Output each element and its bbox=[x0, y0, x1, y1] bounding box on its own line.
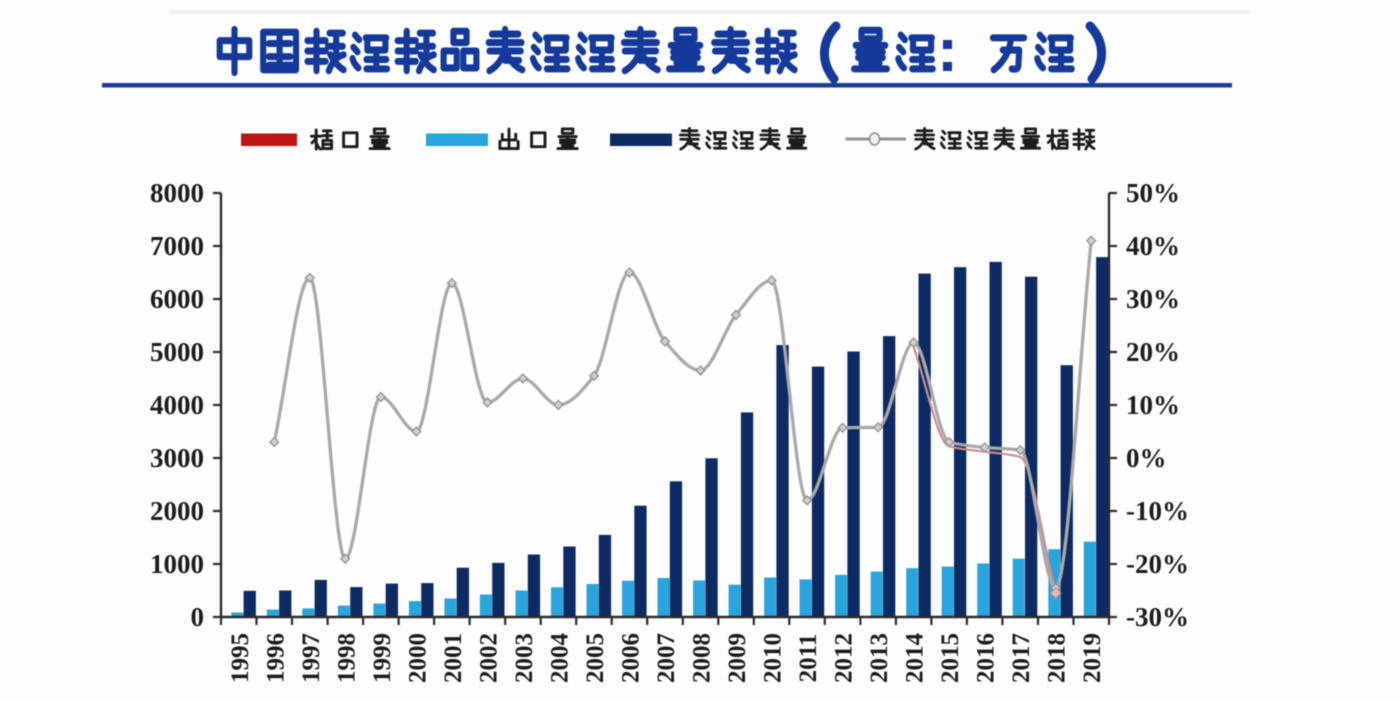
svg-text:1997: 1997 bbox=[298, 633, 325, 683]
svg-text:2011: 2011 bbox=[795, 634, 822, 683]
svg-text:2002: 2002 bbox=[475, 633, 502, 683]
svg-text:2014: 2014 bbox=[902, 633, 929, 684]
svg-text:8000: 8000 bbox=[150, 178, 204, 208]
svg-text:5000: 5000 bbox=[150, 337, 204, 367]
svg-text:2006: 2006 bbox=[618, 633, 645, 683]
svg-text:1998: 1998 bbox=[333, 633, 360, 683]
svg-text:2008: 2008 bbox=[689, 633, 716, 683]
svg-text:2017: 2017 bbox=[1008, 633, 1035, 683]
svg-text:2015: 2015 bbox=[937, 633, 964, 683]
svg-text:6000: 6000 bbox=[150, 284, 204, 314]
svg-text:3000: 3000 bbox=[150, 443, 204, 473]
svg-text:10%: 10% bbox=[1126, 390, 1180, 420]
svg-text:30%: 30% bbox=[1126, 284, 1180, 314]
svg-text:7000: 7000 bbox=[150, 231, 204, 261]
svg-text:1999: 1999 bbox=[369, 633, 396, 683]
svg-text:20%: 20% bbox=[1126, 337, 1180, 367]
svg-text:-30%: -30% bbox=[1126, 602, 1189, 632]
svg-text:2000: 2000 bbox=[404, 633, 431, 683]
svg-text:2019: 2019 bbox=[1079, 633, 1106, 683]
svg-text:40%: 40% bbox=[1126, 231, 1180, 261]
svg-text:2000: 2000 bbox=[150, 496, 204, 526]
svg-text:2007: 2007 bbox=[653, 633, 680, 683]
svg-text:0%: 0% bbox=[1126, 443, 1167, 473]
svg-text:4000: 4000 bbox=[150, 390, 204, 420]
svg-text:1996: 1996 bbox=[262, 633, 289, 683]
svg-text:0: 0 bbox=[191, 602, 205, 632]
svg-text:2010: 2010 bbox=[760, 633, 787, 683]
svg-text:2013: 2013 bbox=[866, 633, 893, 683]
svg-text:2018: 2018 bbox=[1044, 633, 1071, 683]
svg-text:1000: 1000 bbox=[150, 549, 204, 579]
svg-text:2004: 2004 bbox=[546, 633, 573, 684]
svg-text:50%: 50% bbox=[1126, 178, 1180, 208]
svg-text:2016: 2016 bbox=[973, 633, 1000, 683]
svg-text:2012: 2012 bbox=[831, 633, 858, 683]
svg-text:-20%: -20% bbox=[1126, 549, 1189, 579]
svg-text:2001: 2001 bbox=[440, 633, 467, 683]
svg-text:2003: 2003 bbox=[511, 633, 538, 683]
svg-text:2009: 2009 bbox=[724, 633, 751, 683]
svg-text:1995: 1995 bbox=[227, 633, 254, 683]
svg-text:-10%: -10% bbox=[1126, 496, 1189, 526]
svg-text:2005: 2005 bbox=[582, 633, 609, 683]
